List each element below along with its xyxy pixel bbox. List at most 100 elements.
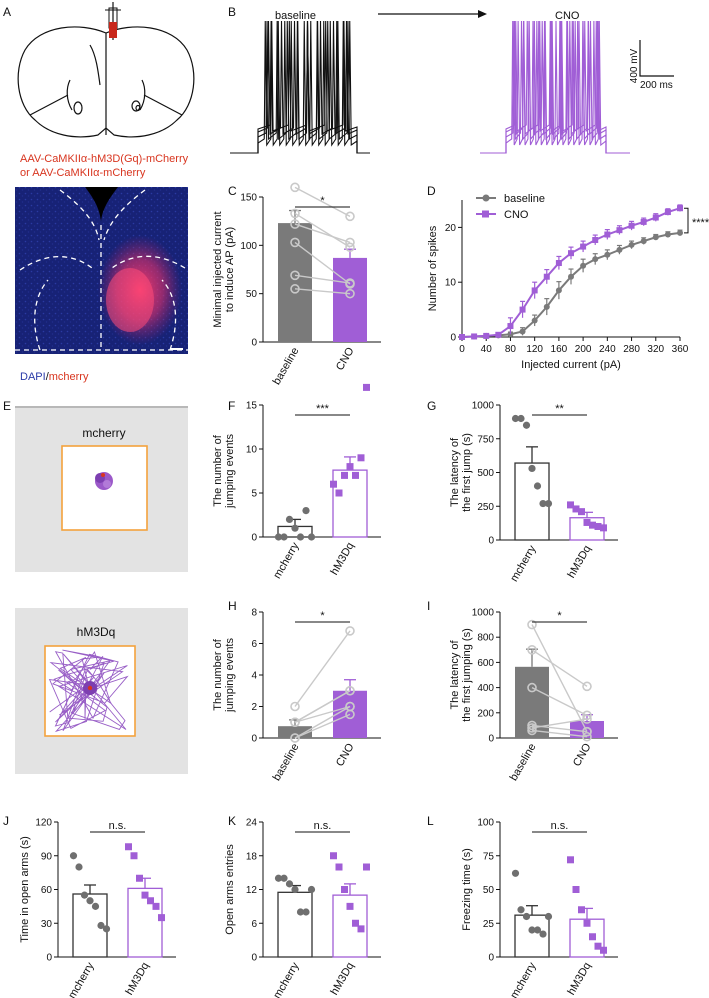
data-point	[568, 250, 574, 257]
trace-label-cno: CNO	[555, 10, 580, 22]
data-point	[582, 731, 592, 742]
significance-label: ***	[316, 403, 330, 415]
panel-letter-b: B	[228, 5, 236, 19]
panel-letter-j: J	[3, 814, 9, 828]
data-point	[582, 681, 592, 692]
scale-voltage-label: 400 mV	[629, 48, 640, 83]
bar-hM3Dq	[127, 887, 163, 958]
y-tick-label: 200	[477, 708, 494, 719]
panel-letter-i: I	[427, 599, 430, 613]
data-point	[531, 317, 538, 324]
data-point	[677, 205, 683, 212]
data-point	[345, 242, 355, 253]
bar-CNO	[333, 257, 367, 342]
panel-letter-a: A	[3, 5, 11, 19]
data-point	[495, 331, 502, 338]
stain-mcherry-label: mcherry	[49, 371, 89, 383]
data-point	[600, 524, 607, 532]
y-tick-label: 1000	[472, 401, 495, 412]
data-point	[555, 287, 562, 294]
data-point	[345, 288, 355, 299]
data-point	[677, 229, 683, 236]
data-point	[589, 521, 596, 529]
y-tick-label: 600	[477, 658, 494, 669]
data-point	[543, 273, 550, 280]
x-tick-label: CNO	[571, 741, 594, 769]
trace-label-baseline: baseline	[275, 10, 316, 22]
x-tick-label: baseline	[271, 346, 302, 387]
data-point	[517, 906, 525, 914]
data-point	[594, 942, 602, 950]
data-point	[357, 925, 365, 933]
x-tick-label: 200	[575, 344, 592, 355]
x-tick-label: 360	[672, 344, 689, 355]
significance-bracket	[684, 207, 689, 234]
paired-line	[294, 223, 351, 244]
brain-section-diagram	[17, 26, 195, 138]
significance-label: *	[320, 610, 325, 622]
data-point	[290, 237, 300, 248]
y-tick-label: 0	[251, 953, 257, 964]
data-point	[345, 211, 355, 222]
data-point	[640, 238, 647, 245]
data-point	[158, 914, 165, 922]
y-axis-label: Minimal injected current	[212, 211, 224, 327]
data-point	[572, 886, 580, 893]
data-point	[517, 414, 525, 423]
y-axis-label: Open arms entries	[224, 844, 236, 935]
legend-label: baseline	[504, 193, 545, 205]
data-point	[352, 919, 359, 927]
data-point	[664, 209, 671, 216]
arena-label-mcherry: mcherry	[82, 426, 125, 440]
data-point	[582, 726, 592, 737]
arena-label-hm3dq: hM3Dq	[77, 625, 116, 639]
y-tick-label: 0	[488, 536, 494, 547]
x-tick-label: baseline	[271, 742, 302, 783]
y-tick-label: 0	[450, 333, 456, 344]
stain-separator: /	[46, 371, 50, 383]
significance-label: *	[320, 195, 325, 207]
data-point	[583, 919, 591, 927]
voltage-sweep	[230, 20, 370, 154]
data-point	[335, 489, 343, 497]
y-tick-label: 75	[483, 851, 495, 862]
y-tick-label: 0	[488, 734, 494, 745]
y-tick-label: 0	[251, 338, 257, 349]
chart-k-open-arms-entries: 0 6 12 18 24 Open arms entries mcherry hM3Dq n.s…	[224, 818, 381, 998]
x-tick-label: mcherry	[508, 960, 539, 998]
y-tick-label: 5	[251, 489, 257, 500]
x-tick-label: baseline	[508, 742, 539, 783]
x-tick-label: 120	[526, 344, 543, 355]
legend-label: CNO	[504, 209, 529, 221]
data-point	[527, 682, 537, 693]
chart-c-minimal-current: 0 50 100 150 Minimal injected current to indu…	[212, 182, 381, 387]
significance-label: n.s.	[551, 820, 569, 832]
x-tick-label: 240	[599, 344, 616, 355]
data-point	[539, 930, 547, 938]
data-point	[578, 906, 585, 914]
data-point	[97, 921, 105, 930]
data-point	[511, 869, 520, 877]
bar-CNO	[570, 720, 604, 738]
y-tick-label: 25	[483, 919, 495, 930]
x-tick-label: hM3Dq	[328, 541, 356, 578]
x-tick-label: hM3Dq	[565, 961, 593, 998]
data-point	[589, 933, 596, 941]
data-point	[363, 863, 370, 871]
x-tick-label: hM3Dq	[123, 961, 151, 998]
data-point	[533, 926, 542, 934]
y-tick-label: 12	[246, 885, 258, 896]
x-tick-label: 280	[623, 344, 640, 355]
y-axis-label: the first jumping (s)	[461, 628, 473, 722]
significance-label: ****	[692, 217, 709, 229]
x-tick-label: mcherry	[508, 543, 539, 584]
data-point	[330, 852, 337, 860]
data-point	[341, 471, 348, 479]
y-tick-label: 30	[41, 919, 53, 930]
data-point	[136, 874, 143, 882]
data-point	[341, 886, 348, 893]
x-tick-label: mcherry	[66, 960, 97, 998]
data-point	[302, 507, 310, 515]
y-tick-label: 0	[488, 953, 494, 964]
